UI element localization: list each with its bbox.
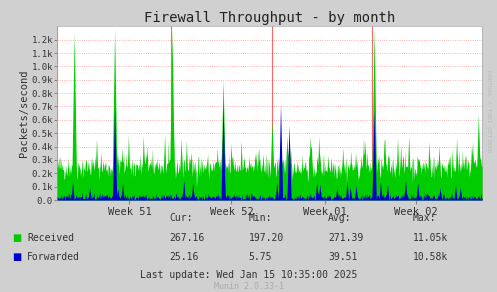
Text: 25.16: 25.16	[169, 252, 198, 262]
Text: 11.05k: 11.05k	[413, 233, 448, 243]
Text: Received: Received	[27, 233, 75, 243]
Text: ■: ■	[12, 252, 22, 262]
Text: Forwarded: Forwarded	[27, 252, 80, 262]
Text: 39.51: 39.51	[328, 252, 357, 262]
Text: RRDTOOL / TOBI OETIKER: RRDTOOL / TOBI OETIKER	[486, 70, 491, 152]
Text: Last update: Wed Jan 15 10:35:00 2025: Last update: Wed Jan 15 10:35:00 2025	[140, 270, 357, 280]
Title: Firewall Throughput - by month: Firewall Throughput - by month	[144, 11, 395, 25]
Y-axis label: Packets/second: Packets/second	[19, 69, 29, 157]
Text: Max:: Max:	[413, 213, 436, 223]
Text: ■: ■	[12, 233, 22, 243]
Text: 267.16: 267.16	[169, 233, 204, 243]
Text: 197.20: 197.20	[248, 233, 284, 243]
Text: 10.58k: 10.58k	[413, 252, 448, 262]
Text: Avg:: Avg:	[328, 213, 351, 223]
Text: Min:: Min:	[248, 213, 272, 223]
Text: 271.39: 271.39	[328, 233, 363, 243]
Text: 5.75: 5.75	[248, 252, 272, 262]
Text: Munin 2.0.33-1: Munin 2.0.33-1	[214, 282, 283, 291]
Text: Cur:: Cur:	[169, 213, 192, 223]
